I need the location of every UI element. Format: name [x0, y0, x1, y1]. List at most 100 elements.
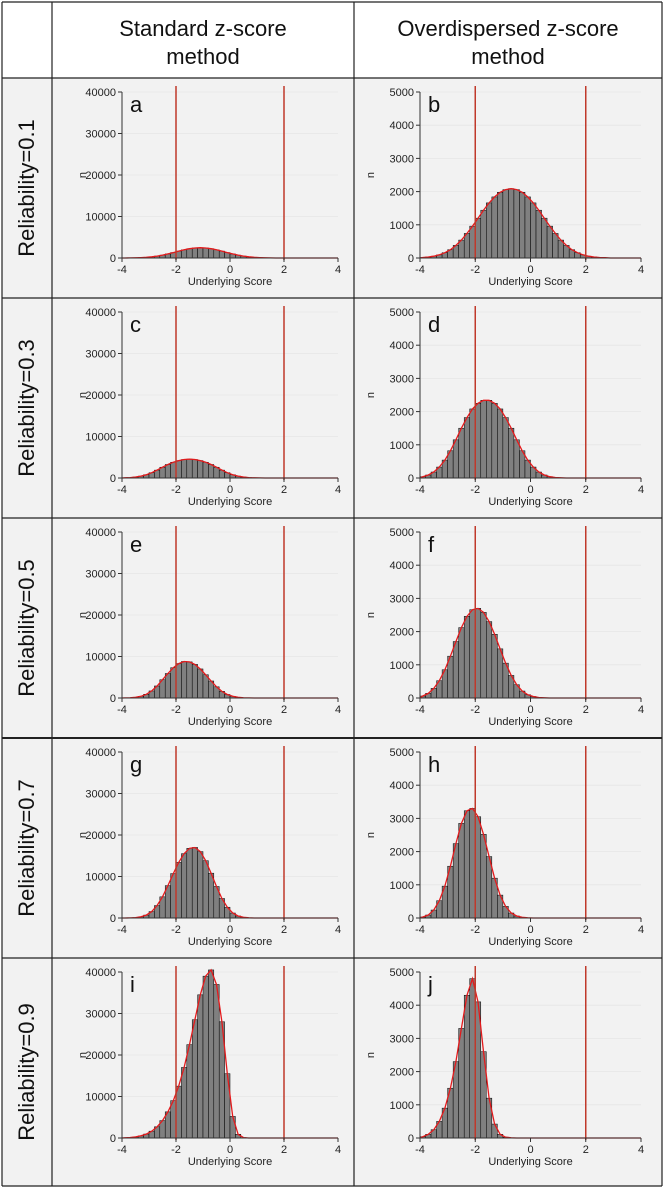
y-tick-label: 4000	[390, 1000, 414, 1012]
row-bg	[2, 78, 662, 298]
bar	[492, 403, 498, 478]
bar	[481, 400, 487, 478]
y-tick-label: 4000	[390, 120, 414, 132]
y-tick-label: 0	[110, 1133, 116, 1145]
panel-letter: j	[427, 972, 433, 997]
y-tick-label: 3000	[390, 1033, 414, 1045]
x-tick-label: 0	[227, 264, 233, 276]
y-tick-label: 3000	[390, 593, 414, 605]
y-tick-label: 0	[110, 253, 116, 265]
row-label: Reliability=0.9	[14, 1003, 39, 1141]
bar	[486, 400, 492, 478]
x-tick-label: 0	[227, 704, 233, 716]
bar	[176, 664, 181, 698]
column-header-line: Standard z-score	[119, 16, 287, 41]
y-tick-label: 1000	[390, 440, 414, 452]
x-tick-label: 2	[281, 1144, 287, 1156]
bar	[198, 852, 203, 918]
bar	[171, 874, 176, 918]
bar	[492, 197, 498, 258]
row-label: Reliability=0.3	[14, 339, 39, 477]
y-tick-label: 10000	[85, 652, 116, 664]
y-tick-label: 0	[110, 693, 116, 705]
y-tick-label: 20000	[85, 170, 116, 182]
column-header-line: method	[471, 44, 544, 69]
y-tick-label: 0	[408, 693, 414, 705]
bar	[176, 1086, 181, 1138]
y-tick-label: 4000	[390, 340, 414, 352]
bar	[453, 642, 459, 698]
bar	[497, 409, 503, 478]
bar	[464, 418, 470, 478]
x-axis-label: Underlying Score	[488, 496, 572, 508]
y-tick-label: 30000	[85, 1009, 116, 1021]
x-tick-label: 2	[281, 264, 287, 276]
y-tick-label: 30000	[85, 129, 116, 141]
bar	[459, 628, 465, 698]
x-tick-label: 0	[527, 924, 533, 936]
x-tick-label: -4	[117, 704, 127, 716]
x-tick-label: -2	[171, 924, 181, 936]
row-label: Reliability=0.1	[14, 119, 39, 257]
x-tick-label: -4	[117, 924, 127, 936]
bar	[192, 847, 197, 918]
x-tick-label: -2	[470, 1144, 480, 1156]
x-tick-label: 0	[527, 1144, 533, 1156]
y-tick-label: 10000	[85, 432, 116, 444]
x-tick-label: 2	[281, 484, 287, 496]
x-tick-label: 4	[638, 1144, 644, 1156]
y-axis-label: n	[77, 612, 89, 618]
bar	[198, 461, 203, 478]
row-bg	[2, 518, 662, 738]
x-tick-label: -4	[117, 484, 127, 496]
y-tick-label: 0	[408, 473, 414, 485]
x-tick-label: 0	[227, 1144, 233, 1156]
x-tick-label: -2	[171, 704, 181, 716]
x-tick-label: 2	[583, 924, 589, 936]
bar	[481, 834, 487, 918]
y-tick-label: 1000	[390, 1100, 414, 1112]
x-axis-label: Underlying Score	[188, 716, 272, 728]
bar	[181, 854, 186, 918]
bar	[475, 817, 481, 918]
x-tick-label: 0	[227, 484, 233, 496]
bar	[165, 465, 170, 478]
bar	[181, 460, 186, 478]
bar	[198, 669, 203, 698]
y-axis-label: n	[365, 612, 377, 618]
panel-letter: i	[130, 972, 135, 997]
y-tick-label: 5000	[390, 967, 414, 979]
bar	[470, 808, 476, 918]
bar	[464, 811, 470, 918]
bar	[187, 662, 192, 698]
y-tick-label: 2000	[390, 627, 414, 639]
y-tick-label: 0	[408, 913, 414, 925]
y-axis-label: n	[365, 172, 377, 178]
bar	[203, 462, 208, 478]
x-tick-label: 2	[583, 484, 589, 496]
bar	[192, 664, 197, 698]
x-tick-label: -2	[470, 484, 480, 496]
bar	[464, 616, 470, 698]
bar	[192, 1020, 197, 1138]
y-tick-label: 5000	[390, 747, 414, 759]
bar	[171, 462, 176, 478]
bar	[187, 249, 192, 258]
panel-letter: h	[428, 752, 440, 777]
bar	[497, 649, 503, 698]
bar	[192, 460, 197, 478]
x-tick-label: 4	[638, 264, 644, 276]
x-tick-label: 0	[527, 704, 533, 716]
y-tick-label: 3000	[390, 153, 414, 165]
y-tick-label: 5000	[390, 307, 414, 319]
x-tick-label: 4	[335, 264, 341, 276]
x-tick-label: 0	[527, 484, 533, 496]
y-axis-label: n	[365, 832, 377, 838]
y-tick-label: 1000	[390, 220, 414, 232]
bar	[503, 418, 509, 478]
bar	[181, 250, 186, 258]
y-tick-label: 40000	[85, 307, 116, 319]
bar	[181, 661, 186, 698]
